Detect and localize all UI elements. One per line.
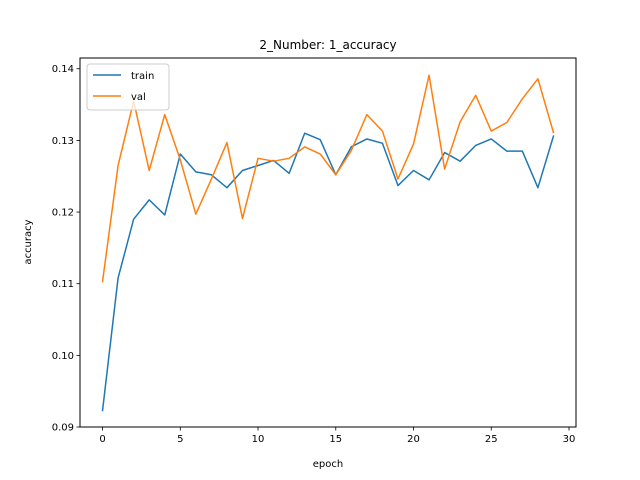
legend: train val — [86, 63, 170, 111]
y-tick-label: 0.11 — [52, 279, 74, 290]
y-tick-label: 0.09 — [52, 423, 74, 434]
legend-label-val: val — [131, 92, 146, 103]
plot-frame — [79, 57, 577, 428]
x-tick-label: 15 — [329, 434, 342, 445]
x-tick-label: 25 — [485, 434, 498, 445]
legend-label-train: train — [131, 71, 154, 82]
y-tick-label: 0.10 — [52, 351, 74, 362]
series-line-train — [101, 132, 555, 412]
series-lines — [101, 74, 555, 412]
x-tick-label: 0 — [99, 434, 105, 445]
y-tick-label: 0.13 — [52, 136, 74, 147]
y-tick-label: 0.12 — [52, 208, 74, 219]
x-tick-label: 10 — [252, 434, 265, 445]
y-axis-ticks: 0.09 0.10 0.11 0.12 0.13 0.14 — [52, 64, 80, 434]
y-axis-label: accuracy — [23, 219, 34, 264]
x-axis-ticks: 0 5 10 15 20 25 30 — [99, 427, 575, 445]
chart-title: 2_Number: 1_accuracy — [259, 38, 396, 52]
x-tick-label: 5 — [177, 434, 183, 445]
series-line-val — [101, 74, 555, 283]
x-tick-label: 20 — [407, 434, 420, 445]
x-tick-label: 30 — [563, 434, 576, 445]
x-axis-label: epoch — [313, 459, 343, 470]
plot-area — [80, 58, 576, 427]
legend-box — [86, 63, 170, 111]
y-tick-label: 0.14 — [52, 64, 74, 75]
